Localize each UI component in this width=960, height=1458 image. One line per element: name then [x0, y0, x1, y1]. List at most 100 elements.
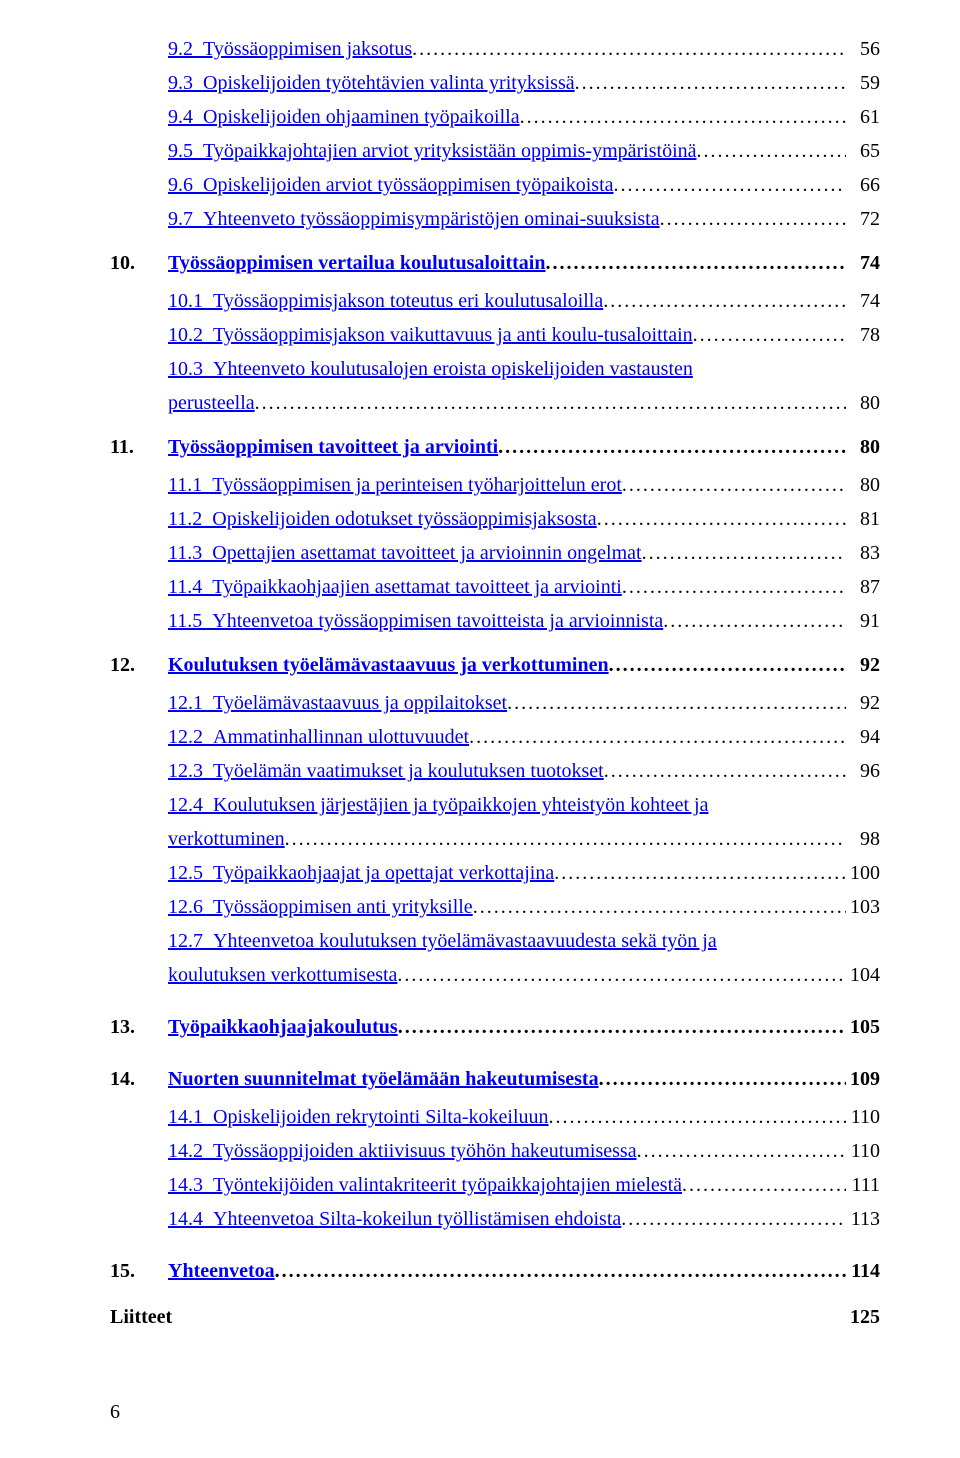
toc-number: 12.	[110, 648, 168, 682]
toc-link[interactable]: 12.6 Työssäoppimisen anti yrityksille	[168, 890, 473, 924]
toc-row: 10.Työssäoppimisen vertailua koulutusalo…	[110, 246, 880, 280]
toc-leader-dots	[622, 468, 846, 502]
toc-row: 15.Yhteenvetoa114	[110, 1254, 880, 1288]
toc-page: 92	[846, 648, 880, 682]
toc-link[interactable]: 14.4 Yhteenvetoa Silta-kokeilun työllist…	[168, 1202, 621, 1236]
toc-row: 14.1 Opiskelijoiden rekrytointi Silta-ko…	[110, 1100, 880, 1134]
toc-row: 11.Työssäoppimisen tavoitteet ja arvioin…	[110, 430, 880, 464]
toc-leader-dots	[412, 32, 846, 66]
toc-link[interactable]: 10.3 Yhteenveto koulutusalojen eroista o…	[168, 352, 693, 386]
toc-leader-dots	[597, 502, 846, 536]
toc-row: 11.4 Työpaikkaohjaajien asettamat tavoit…	[110, 570, 880, 604]
toc-leader-dots	[498, 430, 846, 464]
toc-number: 14.	[110, 1062, 168, 1096]
appendix-label: Liitteet	[110, 1306, 850, 1329]
toc-leader-dots	[622, 570, 846, 604]
toc-row: 12.4 Koulutuksen järjestäjien ja työpaik…	[110, 788, 880, 822]
toc-row: 14.Nuorten suunnitelmat työelämään hakeu…	[110, 1062, 880, 1096]
toc-leader-dots	[642, 536, 846, 570]
toc-page: 80	[846, 386, 880, 420]
toc-row: 9.7 Yhteenveto työssäoppimisympäristöjen…	[110, 202, 880, 236]
toc-link[interactable]: 9.4 Opiskelijoiden ohjaaminen työpaikoil…	[168, 100, 520, 134]
toc-link[interactable]: 12.1 Työelämävastaavuus ja oppilaitokset	[168, 686, 507, 720]
toc-number: 10.	[110, 246, 168, 280]
toc-number: 15.	[110, 1254, 168, 1288]
toc-page: 74	[846, 284, 880, 318]
toc-link[interactable]: 10.1 Työssäoppimisjakson toteutus eri ko…	[168, 284, 603, 318]
toc-page: 56	[846, 32, 880, 66]
toc-row: 12.6 Työssäoppimisen anti yrityksille103	[110, 890, 880, 924]
toc-page: 59	[846, 66, 880, 100]
toc-link[interactable]: 9.6 Opiskelijoiden arviot työssäoppimise…	[168, 168, 614, 202]
appendix-page: 125	[850, 1306, 880, 1329]
toc-leader-dots	[682, 1168, 846, 1202]
toc-link[interactable]: perusteella	[168, 386, 255, 420]
toc-link[interactable]: 12.4 Koulutuksen järjestäjien ja työpaik…	[168, 788, 708, 822]
toc-row: 9.6 Opiskelijoiden arviot työssäoppimise…	[110, 168, 880, 202]
toc-link[interactable]: Yhteenvetoa	[168, 1254, 275, 1288]
toc-leader-dots	[621, 1202, 846, 1236]
toc-row: 12.2 Ammatinhallinnan ulottuvuudet 94	[110, 720, 880, 754]
toc-leader-dots	[599, 1062, 846, 1096]
toc-link[interactable]: 11.3 Opettajien asettamat tavoitteet ja …	[168, 536, 642, 570]
toc-page: 105	[846, 1010, 880, 1044]
toc-link[interactable]: 9.2 Työssäoppimisen jaksotus	[168, 32, 412, 66]
toc-page: 87	[846, 570, 880, 604]
toc-page: 80	[846, 468, 880, 502]
toc-page: 74	[846, 246, 880, 280]
toc-leader-dots	[397, 958, 846, 992]
toc-link[interactable]: Koulutuksen työelämävastaavuus ja verkot…	[168, 648, 609, 682]
toc-leader-dots	[637, 1134, 846, 1168]
toc-row: 9.4 Opiskelijoiden ohjaaminen työpaikoil…	[110, 100, 880, 134]
toc-row: 9.2 Työssäoppimisen jaksotus 56	[110, 32, 880, 66]
toc-leader-dots	[507, 686, 846, 720]
appendix-row: Liitteet 125	[110, 1306, 880, 1329]
toc-link[interactable]: Työssäoppimisen tavoitteet ja arviointi	[168, 430, 498, 464]
toc-link[interactable]: 12.7 Yhteenvetoa koulutuksen työelämävas…	[168, 924, 717, 958]
toc-page: 113	[846, 1202, 880, 1236]
toc-leader-dots	[549, 1100, 846, 1134]
toc-leader-dots	[545, 246, 846, 280]
toc-link[interactable]: Nuorten suunnitelmat työelämään hakeutum…	[168, 1062, 599, 1096]
toc-row: 9.3 Opiskelijoiden työtehtävien valinta …	[110, 66, 880, 100]
toc-page: 100	[846, 856, 880, 890]
toc-row: koulutuksen verkottumisesta104	[110, 958, 880, 992]
toc-leader-dots	[663, 604, 846, 638]
toc-link[interactable]: koulutuksen verkottumisesta	[168, 958, 397, 992]
toc-page: 110	[846, 1100, 880, 1134]
toc-link[interactable]: 9.5 Työpaikkajohtajien arviot yrityksist…	[168, 134, 697, 168]
toc-page: 81	[846, 502, 880, 536]
toc-page: 94	[846, 720, 880, 754]
toc-page: 78	[846, 318, 880, 352]
toc-link[interactable]: 14.2 Työssäoppijoiden aktiivisuus työhön…	[168, 1134, 637, 1168]
toc-link[interactable]: 12.5 Työpaikkaohjaajat ja opettajat verk…	[168, 856, 554, 890]
toc-link[interactable]: 14.3 Työntekijöiden valintakriteerit työ…	[168, 1168, 682, 1202]
toc-row: 12.3 Työelämän vaatimukset ja koulutukse…	[110, 754, 880, 788]
toc-leader-dots	[275, 1254, 846, 1288]
toc-leader-dots	[285, 822, 846, 856]
toc-leader-dots	[604, 754, 846, 788]
toc-link[interactable]: 10.2 Työssäoppimisjakson vaikuttavuus ja…	[168, 318, 693, 352]
toc-link[interactable]: 14.1 Opiskelijoiden rekrytointi Silta-ko…	[168, 1100, 549, 1134]
toc-link[interactable]: 11.5 Yhteenvetoa työssäoppimisen tavoitt…	[168, 604, 663, 638]
toc-link[interactable]: 11.2 Opiskelijoiden odotukset työssäoppi…	[168, 502, 597, 536]
toc-row: 11.5 Yhteenvetoa työssäoppimisen tavoitt…	[110, 604, 880, 638]
toc-link[interactable]: Työssäoppimisen vertailua koulutusaloitt…	[168, 246, 545, 280]
toc-link[interactable]: verkottuminen	[168, 822, 285, 856]
toc-leader-dots	[575, 66, 846, 100]
toc-row: 12.7 Yhteenvetoa koulutuksen työelämävas…	[110, 924, 880, 958]
toc-row: 10.1 Työssäoppimisjakson toteutus eri ko…	[110, 284, 880, 318]
toc-page: 65	[846, 134, 880, 168]
toc-link[interactable]: 9.3 Opiskelijoiden työtehtävien valinta …	[168, 66, 575, 100]
table-of-contents: 9.2 Työssäoppimisen jaksotus 56 9.3 Opiske…	[110, 32, 880, 1288]
toc-row: 12.5 Työpaikkaohjaajat ja opettajat verk…	[110, 856, 880, 890]
toc-link[interactable]: Työpaikkaohjaajakoulutus	[168, 1010, 398, 1044]
toc-link[interactable]: 11.1 Työssäoppimisen ja perinteisen työh…	[168, 468, 622, 502]
toc-page: 110	[846, 1134, 880, 1168]
toc-page: 109	[846, 1062, 880, 1096]
toc-link[interactable]: 12.3 Työelämän vaatimukset ja koulutukse…	[168, 754, 604, 788]
toc-link[interactable]: 9.7 Yhteenveto työssäoppimisympäristöjen…	[168, 202, 660, 236]
toc-link[interactable]: 12.2 Ammatinhallinnan ulottuvuudet	[168, 720, 469, 754]
toc-link[interactable]: 11.4 Työpaikkaohjaajien asettamat tavoit…	[168, 570, 622, 604]
toc-page: 61	[846, 100, 880, 134]
